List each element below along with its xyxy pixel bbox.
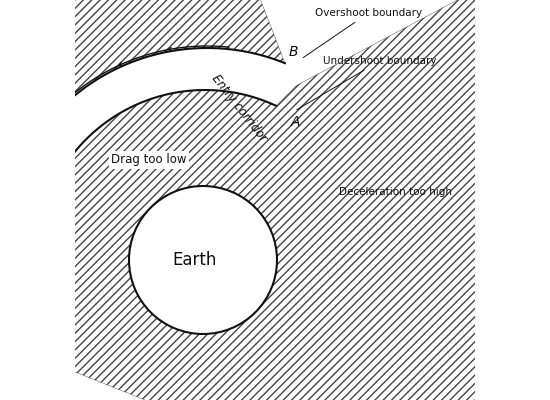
Polygon shape (0, 48, 285, 299)
Text: Drag too low: Drag too low (111, 154, 186, 166)
Text: Deceleration too high: Deceleration too high (339, 187, 452, 197)
Text: Earth: Earth (173, 251, 217, 269)
Polygon shape (0, 0, 285, 400)
Circle shape (129, 186, 277, 334)
Text: B: B (289, 45, 299, 59)
Polygon shape (0, 0, 495, 400)
Text: Undershoot boundary: Undershoot boundary (297, 56, 437, 110)
Text: Entry corridor: Entry corridor (209, 72, 269, 144)
Text: A: A (290, 115, 300, 129)
Text: Overshoot boundary: Overshoot boundary (303, 8, 422, 58)
